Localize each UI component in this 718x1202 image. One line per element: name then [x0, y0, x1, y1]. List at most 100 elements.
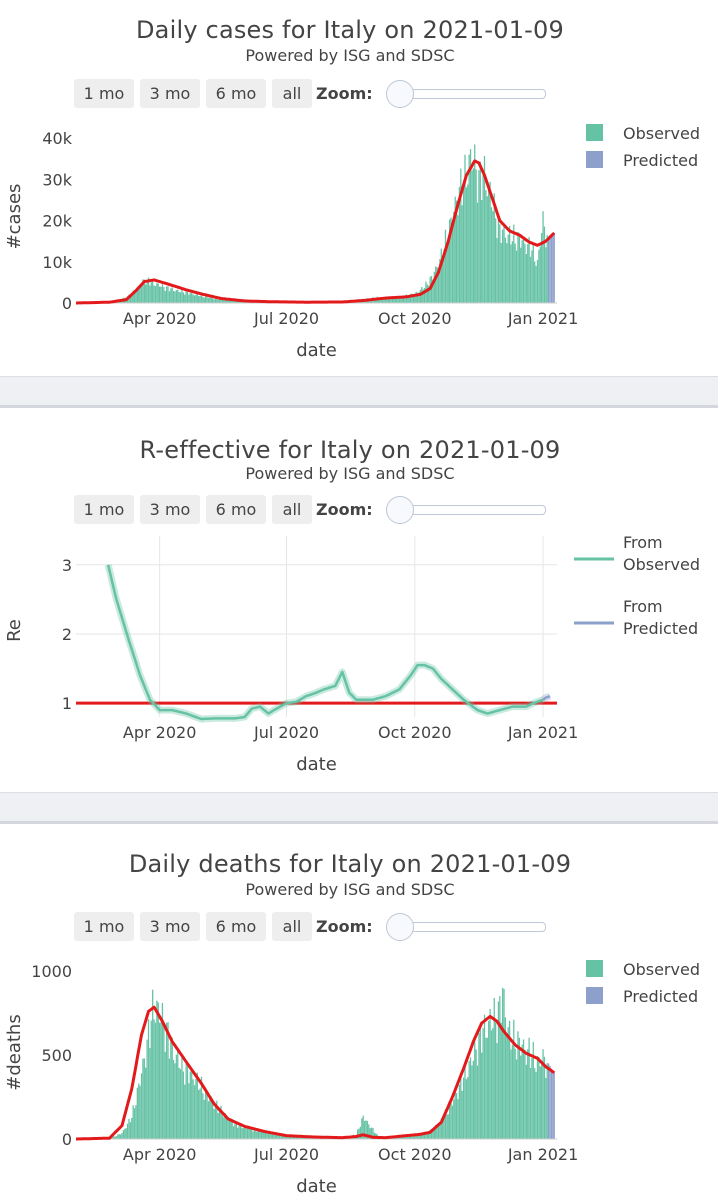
observed-bar — [149, 1048, 150, 1139]
y-tick-label: 1 — [62, 694, 72, 713]
range-button-6mo[interactable]: 6 mo — [206, 495, 266, 524]
observed-bar — [170, 1042, 171, 1139]
range-button-1mo[interactable]: 1 mo — [74, 79, 134, 108]
observed-bar — [473, 1061, 474, 1139]
legend-swatch — [586, 151, 603, 168]
observed-bar — [502, 230, 503, 303]
observed-bar — [535, 266, 536, 303]
observed-bar — [469, 1061, 470, 1139]
x-tick-label: Jul 2020 — [253, 1145, 319, 1164]
range-button-6mo[interactable]: 6 mo — [206, 79, 266, 108]
observed-bar — [446, 244, 447, 303]
y-axis-title: Re — [4, 619, 25, 642]
observed-bar — [462, 205, 463, 303]
observed-bar — [238, 1125, 239, 1139]
observed-bar — [519, 236, 520, 303]
observed-bar — [197, 294, 198, 303]
observed-bar — [445, 230, 446, 303]
observed-bar — [145, 1068, 146, 1139]
range-button-all[interactable]: all — [272, 79, 312, 108]
x-axis-title: date — [296, 340, 337, 361]
range-button-1mo[interactable]: 1 mo — [74, 495, 134, 524]
range-button-3mo[interactable]: 3 mo — [140, 912, 200, 941]
observed-bar — [138, 1084, 139, 1139]
observed-bar — [481, 200, 482, 303]
x-axis-title: date — [296, 754, 337, 775]
zoom-slider[interactable] — [394, 922, 546, 932]
observed-bar — [467, 1077, 468, 1139]
observed-bar — [453, 1099, 454, 1139]
cases-panel: Daily cases for Italy on 2021-01-09 Powe… — [0, 0, 718, 376]
observed-bar — [212, 298, 213, 303]
observed-bar — [515, 1049, 516, 1139]
observed-bar — [153, 1019, 154, 1139]
observed-bar — [199, 296, 200, 303]
observed-bar — [174, 291, 175, 303]
y-tick-label: 1000 — [31, 962, 72, 981]
range-button-3mo[interactable]: 3 mo — [140, 495, 200, 524]
observed-bar — [489, 182, 490, 303]
range-button-6mo[interactable]: 6 mo — [206, 912, 266, 941]
observed-bar — [213, 299, 214, 303]
zoom-slider-handle[interactable] — [386, 80, 414, 108]
observed-bar — [481, 1053, 482, 1139]
observed-bar — [139, 287, 140, 303]
observed-bar — [448, 244, 449, 303]
predicted-bar — [549, 236, 550, 303]
observed-bar — [427, 284, 428, 303]
x-tick-label: Apr 2020 — [123, 1145, 196, 1164]
range-button-all[interactable]: all — [272, 912, 312, 941]
x-tick-label: Jan 2021 — [507, 1145, 578, 1164]
observed-bar — [152, 990, 153, 1139]
zoom-slider[interactable] — [394, 89, 546, 99]
zoom-slider-handle[interactable] — [386, 496, 414, 524]
observed-bar — [155, 1023, 156, 1139]
observed-bar — [181, 1054, 182, 1139]
observed-bar — [218, 1113, 219, 1139]
observed-bar — [248, 1129, 249, 1139]
observed-bar — [223, 1117, 224, 1139]
observed-bar — [478, 1033, 479, 1139]
observed-bar — [519, 1038, 520, 1139]
observed-bar — [533, 243, 534, 303]
observed-bar — [146, 280, 147, 303]
zoom-slider-handle[interactable] — [386, 913, 414, 941]
predicted-bar — [554, 1072, 555, 1139]
observed-bar — [137, 1088, 138, 1139]
observed-bar — [173, 291, 174, 303]
observed-bar — [452, 1106, 453, 1139]
observed-bar — [545, 1078, 546, 1139]
observed-bar — [530, 257, 531, 303]
observed-bar — [477, 203, 478, 303]
predicted-bar — [548, 1063, 549, 1139]
observed-bar — [187, 292, 188, 303]
observed-bar — [272, 1135, 273, 1139]
range-button-all[interactable]: all — [272, 495, 312, 524]
observed-bar — [534, 261, 535, 303]
zoom-slider[interactable] — [394, 505, 546, 515]
range-button-3mo[interactable]: 3 mo — [140, 79, 200, 108]
observed-bar — [152, 279, 153, 303]
observed-bar — [170, 289, 171, 303]
legend-label: Observed — [623, 960, 700, 979]
predicted-bar — [548, 237, 549, 303]
observed-bar — [184, 1085, 185, 1139]
observed-bar — [229, 1120, 230, 1139]
observed-bar — [261, 1132, 262, 1139]
observed-bar — [173, 1060, 174, 1139]
observed-bar — [452, 225, 453, 303]
observed-bar — [475, 1050, 476, 1139]
observed-bar — [510, 244, 511, 303]
observed-bar — [491, 207, 492, 303]
range-button-1mo[interactable]: 1 mo — [74, 912, 134, 941]
observed-bar — [435, 266, 436, 303]
observed-bar — [484, 1015, 485, 1139]
observed-bar — [241, 1128, 242, 1139]
observed-bar — [117, 1135, 118, 1139]
observed-bar — [520, 1056, 521, 1139]
observed-bar — [201, 294, 202, 303]
observed-bar — [120, 1134, 121, 1139]
observed-bar — [545, 247, 546, 303]
observed-bar — [524, 1050, 525, 1139]
panel-separator — [0, 792, 718, 824]
